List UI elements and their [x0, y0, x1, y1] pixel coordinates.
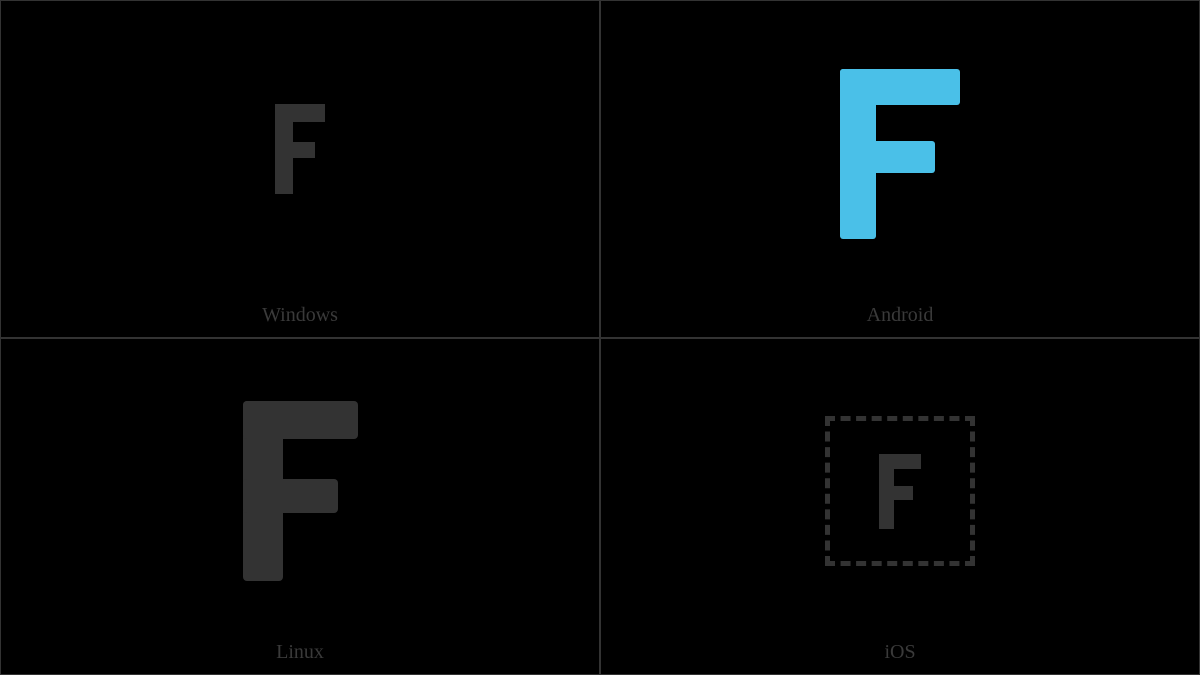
glyph-ios: [825, 446, 975, 566]
letter-f-icon: [840, 69, 960, 239]
letter-f-icon: [275, 104, 325, 194]
dashed-fallback-box-icon: [825, 416, 975, 566]
panel-label: Android: [867, 304, 934, 327]
panel-label: iOS: [884, 641, 915, 664]
panel-label: Windows: [262, 304, 338, 327]
glyph-android: [840, 99, 960, 239]
glyph-linux: [243, 431, 358, 581]
panel-android: Android: [600, 0, 1200, 338]
panel-windows: Windows: [0, 0, 600, 338]
panel-label: Linux: [276, 641, 324, 664]
letter-f-icon: [879, 454, 921, 529]
letter-f-icon: [243, 401, 358, 581]
panel-linux: Linux: [0, 338, 600, 675]
panel-ios: iOS: [600, 338, 1200, 675]
glyph-windows: [275, 144, 325, 194]
glyph-comparison-grid: Windows Android Linux iOS: [0, 0, 1200, 675]
